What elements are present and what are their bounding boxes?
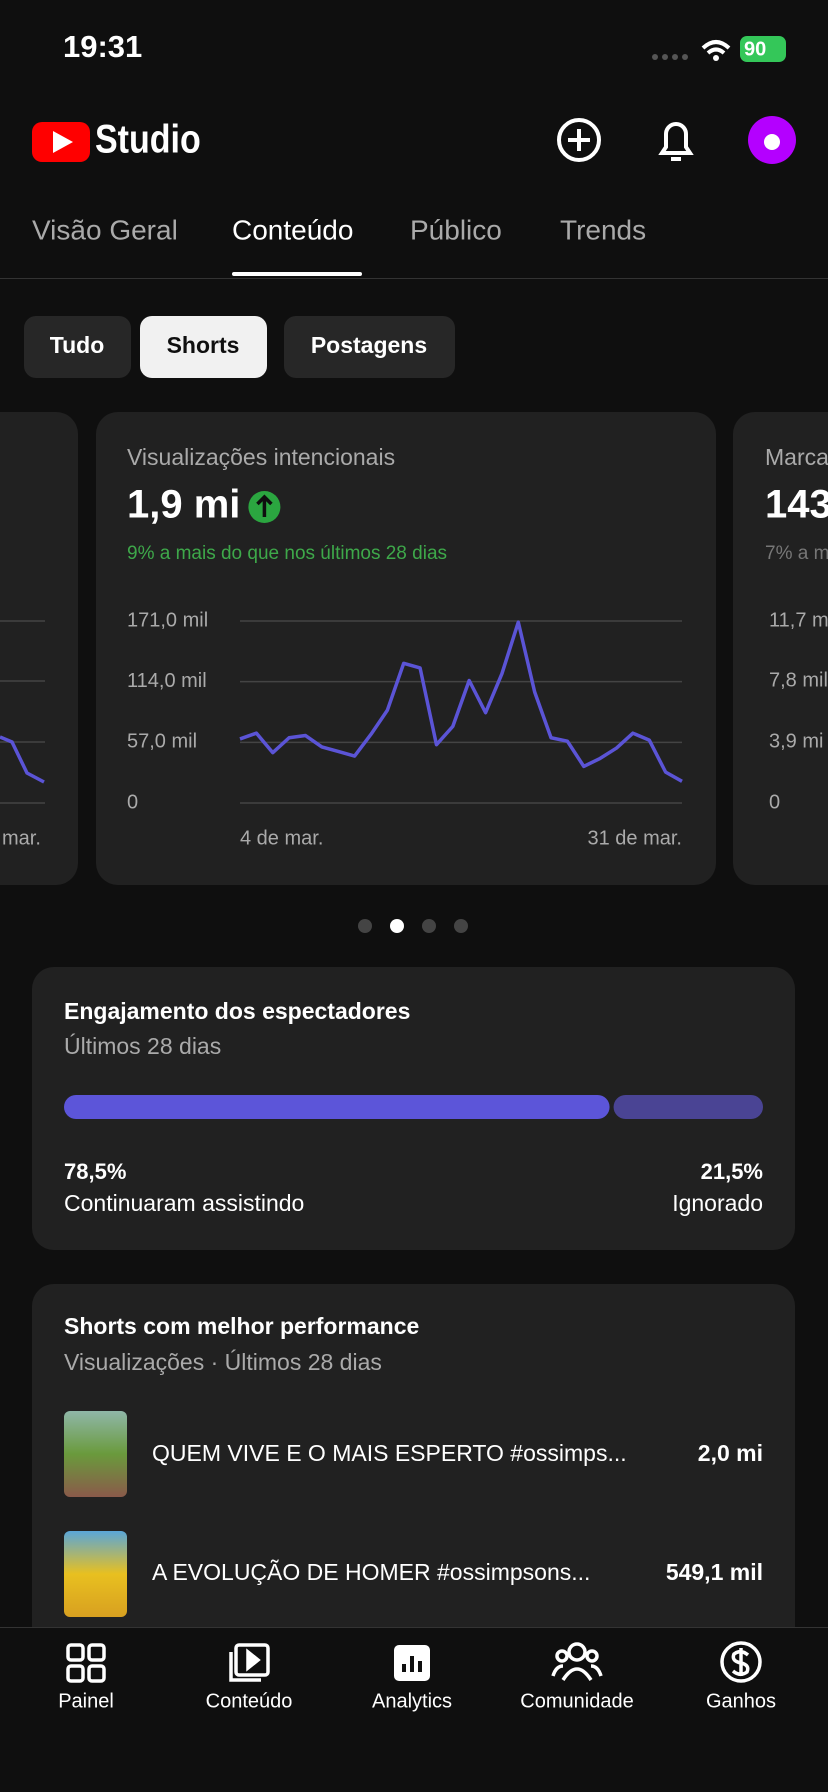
- chip-label[interactable]: Shorts: [167, 332, 240, 358]
- nav-icon[interactable]: [720, 1641, 762, 1683]
- side-line: [0, 735, 45, 784]
- engagement-value: 78,5%: [64, 1159, 126, 1184]
- chip-label[interactable]: Tudo: [50, 332, 105, 358]
- tab-underline: [232, 272, 362, 276]
- nav-label[interactable]: Ganhos: [706, 1690, 776, 1712]
- chip[interactable]: [284, 316, 455, 378]
- x-tick-label: 4 de mar.: [240, 827, 323, 849]
- engagement-value: 21,5%: [701, 1159, 763, 1184]
- y-tick-label: 57,0 mil: [127, 731, 197, 753]
- short-views: 549,1 mil: [666, 1559, 763, 1585]
- headline: 1,9 mi: [127, 483, 240, 527]
- tab[interactable]: Visão Geral: [32, 214, 178, 245]
- battery-level: 90: [744, 38, 766, 60]
- avatar-figure: [764, 134, 780, 150]
- y-tick-label: 171,0 mil: [127, 609, 208, 631]
- engagement-segment: [64, 1095, 610, 1119]
- nav-label[interactable]: Painel: [58, 1690, 114, 1712]
- side-title: Marca: [765, 444, 828, 470]
- nav-label[interactable]: Conteúdo: [206, 1690, 293, 1712]
- chip[interactable]: [24, 316, 131, 378]
- thumbnail[interactable]: [64, 1411, 127, 1497]
- chip-label[interactable]: Postagens: [311, 332, 427, 358]
- pager[interactable]: [358, 919, 468, 933]
- side-x-label: mar.: [2, 827, 41, 849]
- top-shorts-title: Shorts com melhor performance: [64, 1313, 419, 1339]
- side-tick: 11,7 m: [769, 609, 828, 631]
- engagement-bar: [64, 1095, 763, 1119]
- side-headline: 143: [765, 483, 828, 527]
- engagement-title: Engajamento dos espectadores: [64, 998, 410, 1024]
- chart: 0 57,0 mil 114,0 mil 171,0 mil 4 de mar. 31 d…: [127, 609, 683, 849]
- side-card[interactable]: [0, 412, 78, 885]
- side-tick: 3,9 mi: [769, 730, 823, 752]
- nav-icon[interactable]: [66, 1643, 106, 1683]
- nav-label[interactable]: Comunidade: [520, 1690, 633, 1712]
- nav-icon[interactable]: [551, 1642, 603, 1681]
- nav-label[interactable]: Analytics: [372, 1690, 452, 1712]
- analytics-bars: [402, 1656, 422, 1672]
- logo-text: Studio: [95, 116, 201, 161]
- y-tick-label: 114,0 mil: [127, 670, 207, 692]
- side-subtitle: 7% a m: [765, 543, 828, 564]
- nav-icon[interactable]: [229, 1643, 270, 1682]
- change-text: 9% a mais do que nos últimos 28 dias: [127, 543, 447, 564]
- short-title[interactable]: A EVOLUÇÃO DE HOMER #ossimpsons...: [152, 1559, 590, 1585]
- notifications-button[interactable]: [658, 122, 694, 161]
- chart-card[interactable]: [96, 412, 716, 885]
- engagement-subtitle: Últimos 28 dias: [64, 1033, 221, 1059]
- chip-selected[interactable]: [140, 316, 267, 378]
- tab[interactable]: Trends: [560, 214, 646, 245]
- battery: [740, 36, 786, 62]
- chart-title: Visualizações intencionais: [127, 444, 395, 470]
- top-shorts-subtitle: Visualizações · Últimos 28 dias: [64, 1349, 382, 1375]
- tab[interactable]: Público: [410, 214, 502, 245]
- wifi: [701, 40, 731, 55]
- engagement-segment: [613, 1095, 763, 1119]
- side-tick: 0: [769, 791, 780, 813]
- side-grid: [0, 620, 45, 804]
- thumbnail[interactable]: [64, 1531, 127, 1617]
- logo-play: [53, 131, 73, 153]
- top-shorts-card: [32, 1284, 795, 1704]
- tab-selected[interactable]: Conteúdo: [232, 214, 353, 245]
- side-tick: 7,8 mil: [769, 669, 828, 691]
- short-views: 2,0 mi: [698, 1440, 763, 1466]
- signal: [652, 54, 688, 60]
- y-tick-label: 0: [127, 791, 138, 813]
- create-button[interactable]: [557, 118, 601, 162]
- wifi-dot: [713, 55, 719, 61]
- nav-divider: [0, 1627, 828, 1628]
- engagement-label: Ignorado: [672, 1190, 763, 1216]
- x-tick-label: 31 de mar.: [587, 827, 682, 849]
- line: [239, 620, 683, 783]
- engagement-label: Continuaram assistindo: [64, 1190, 304, 1216]
- divider: [0, 278, 828, 279]
- short-title[interactable]: QUEM VIVE E O MAIS ESPERTO #ossimps...: [152, 1440, 627, 1466]
- side-card[interactable]: [733, 412, 828, 885]
- up-arrow: [256, 494, 273, 517]
- status-time: 19:31: [63, 29, 142, 64]
